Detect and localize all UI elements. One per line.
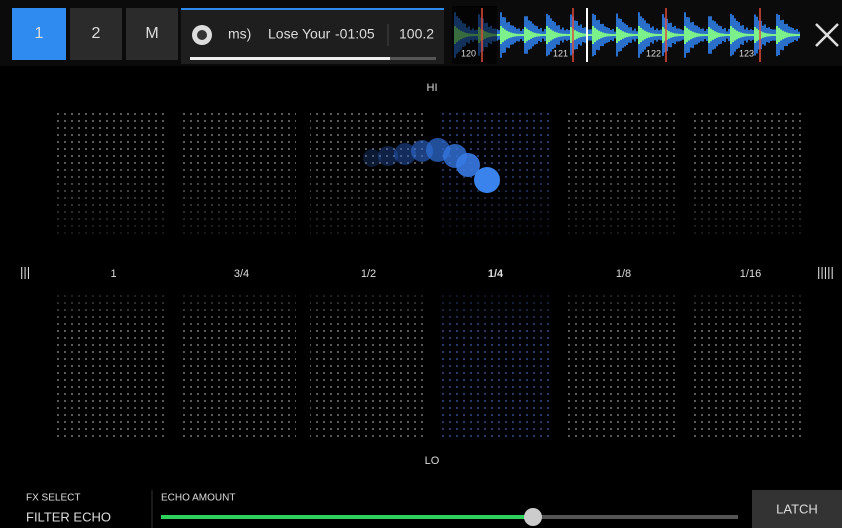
beat-number: 123 (739, 48, 754, 58)
pad-fade (565, 290, 678, 330)
trail-dot (456, 153, 480, 177)
deck-tab-label: M (145, 25, 158, 42)
pad-fade (183, 160, 296, 234)
division-label: 1/8 (616, 268, 631, 280)
deck-tab[interactable] (12, 8, 66, 60)
trail-dot (363, 149, 381, 167)
hi-label: HI (427, 82, 438, 94)
pad-fade (692, 290, 805, 330)
pad-fade (183, 290, 296, 330)
track-accent (181, 8, 444, 10)
pad-fade (310, 290, 423, 330)
beat-number: 122 (646, 48, 661, 58)
beat-number: 121 (553, 48, 568, 58)
progress-fill (190, 57, 390, 60)
waveform-dim (452, 6, 497, 64)
deck-tab-label: 1 (35, 25, 44, 42)
division-label: 1/16 (740, 268, 761, 280)
division-label: 1/4 (488, 268, 504, 280)
trail-dot (394, 143, 416, 165)
deck-tab-label: 2 (92, 25, 101, 42)
latch-label: LATCH (776, 501, 818, 516)
pad-fade (55, 160, 168, 234)
division-label: 1/2 (361, 268, 376, 280)
touch-point (474, 167, 500, 193)
pad-fade (310, 160, 423, 234)
pad-fade (692, 160, 805, 234)
fx-select-label: FX SELECT (26, 493, 80, 504)
left-marker: ||| (20, 264, 30, 279)
track-time: -01:05 (335, 26, 375, 42)
artwork-center (197, 30, 207, 40)
beat-number: 120 (461, 48, 476, 58)
amount-label: ECHO AMOUNT (161, 493, 235, 504)
pad-fade (437, 290, 550, 330)
close-button[interactable] (815, 23, 839, 47)
division-label: 1 (110, 268, 116, 280)
waveform[interactable] (452, 6, 800, 64)
latch-button[interactable] (752, 490, 842, 528)
touch-trail (363, 138, 500, 193)
lo-label: LO (425, 455, 440, 467)
fx-select-value[interactable]: FILTER ECHO (26, 509, 111, 524)
division-label: 3/4 (234, 268, 249, 280)
artwork-text: ms) (228, 26, 251, 42)
trail-dot (378, 146, 398, 166)
slider-knob[interactable] (524, 508, 542, 526)
pad-fade (55, 290, 168, 330)
track-bpm: 100.2 (399, 26, 434, 42)
deck-tab[interactable] (126, 8, 178, 60)
track-panel[interactable] (181, 8, 444, 64)
track-title: Lose Your (268, 26, 331, 42)
pad-fade (565, 160, 678, 234)
right-marker: ||||| (817, 264, 834, 279)
xy-pad[interactable]: 1 3/4 1/2 1/4 1/8 1/16 (55, 108, 805, 440)
deck-tab[interactable] (70, 8, 122, 60)
slider-fill (161, 515, 533, 519)
